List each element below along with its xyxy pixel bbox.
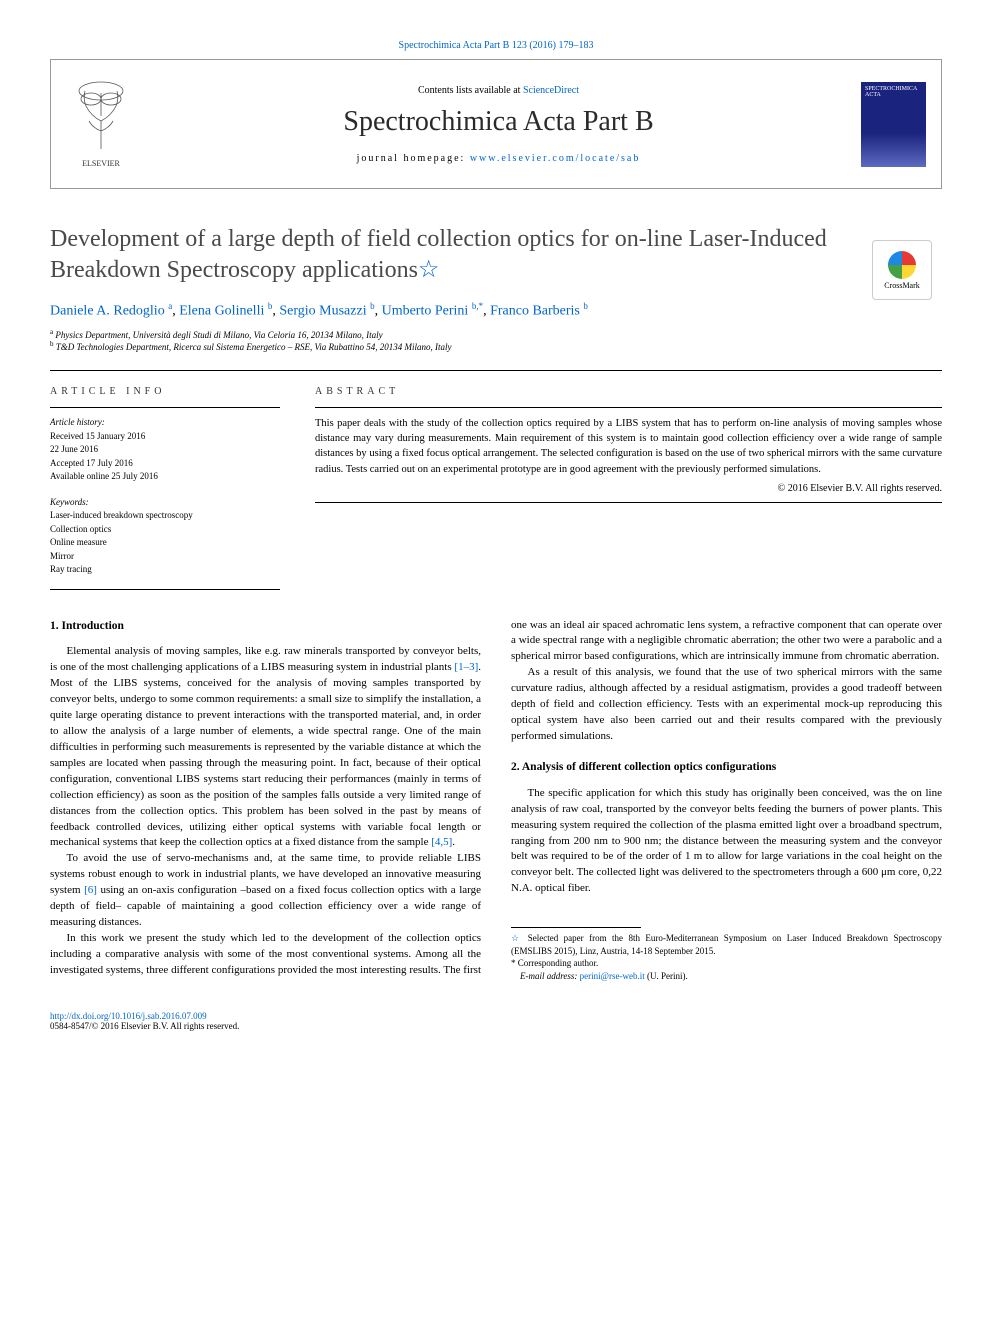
history-item: 22 June 2016 bbox=[50, 443, 280, 457]
article-history: Article history: Received 15 January 201… bbox=[50, 416, 280, 484]
cover-label: SPECTROCHIMICA ACTA bbox=[861, 82, 926, 102]
citation-ref[interactable]: [1–3] bbox=[454, 661, 478, 673]
title-star[interactable]: ☆ bbox=[418, 257, 440, 283]
affiliation-row: b T&D Technologies Department, Ricerca s… bbox=[50, 340, 942, 352]
footnote-star: ☆ Selected paper from the 8th Euro-Medit… bbox=[511, 932, 942, 957]
sciencedirect-link[interactable]: ScienceDirect bbox=[523, 85, 579, 96]
article-title: Development of a large depth of field co… bbox=[50, 224, 942, 286]
body-paragraph: As a result of this analysis, we found t… bbox=[511, 665, 942, 745]
history-label: Article history: bbox=[50, 416, 280, 430]
body-paragraph: Elemental analysis of moving samples, li… bbox=[50, 644, 481, 851]
footnote-email: E-mail address: perini@rse-web.it (U. Pe… bbox=[511, 970, 942, 983]
history-item: Received 15 January 2016 bbox=[50, 430, 280, 444]
elsevier-tree-icon bbox=[66, 81, 136, 159]
issn-copyright: 0584-8547/© 2016 Elsevier B.V. All right… bbox=[50, 1021, 942, 1031]
keyword: Laser-induced breakdown spectroscopy bbox=[50, 509, 280, 523]
citation-ref[interactable]: [6] bbox=[84, 884, 97, 896]
history-item: Accepted 17 July 2016 bbox=[50, 457, 280, 471]
affiliations: a Physics Department, Università degli S… bbox=[50, 328, 942, 352]
author-link[interactable]: Daniele A. Redoglio bbox=[50, 304, 165, 319]
email-suffix: (U. Perini). bbox=[645, 971, 688, 981]
keyword: Online measure bbox=[50, 536, 280, 550]
author-link[interactable]: Umberto Perini bbox=[382, 304, 469, 319]
abstract-column: ABSTRACT This paper deals with the study… bbox=[315, 386, 942, 590]
authors: Daniele A. Redoglio a, Elena Golinelli b… bbox=[50, 301, 942, 320]
keyword: Collection optics bbox=[50, 523, 280, 537]
history-item: Available online 25 July 2016 bbox=[50, 470, 280, 484]
abstract-label: ABSTRACT bbox=[315, 386, 942, 397]
top-citation: Spectrochimica Acta Part B 123 (2016) 17… bbox=[50, 40, 942, 51]
author-link[interactable]: Sergio Musazzi bbox=[279, 304, 366, 319]
crossmark-label: CrossMark bbox=[884, 281, 920, 290]
page-footer: http://dx.doi.org/10.1016/j.sab.2016.07.… bbox=[50, 1011, 942, 1031]
footnote-corresponding: * Corresponding author. bbox=[511, 957, 942, 970]
journal-cover: SPECTROCHIMICA ACTA bbox=[861, 82, 926, 167]
star-icon: ☆ bbox=[511, 933, 522, 943]
homepage-line: journal homepage: www.elsevier.com/locat… bbox=[136, 153, 861, 164]
section-heading: 2. Analysis of different collection opti… bbox=[511, 759, 942, 776]
elsevier-text: ELSEVIER bbox=[66, 159, 136, 168]
para-text: Elemental analysis of moving samples, li… bbox=[50, 645, 481, 673]
title-block: Development of a large depth of field co… bbox=[50, 224, 942, 352]
homepage-prefix: journal homepage: bbox=[357, 153, 470, 164]
crossmark-icon bbox=[888, 251, 916, 279]
keywords-label: Keywords: bbox=[50, 496, 280, 510]
section-heading: 1. Introduction bbox=[50, 618, 481, 635]
email-label: E-mail address: bbox=[520, 971, 580, 981]
divider bbox=[315, 502, 942, 503]
homepage-link[interactable]: www.elsevier.com/locate/sab bbox=[470, 153, 641, 164]
email-link[interactable]: perini@rse-web.it bbox=[580, 971, 645, 981]
author-aff: b bbox=[370, 301, 375, 311]
info-label: ARTICLE INFO bbox=[50, 386, 280, 397]
article-info-column: ARTICLE INFO Article history: Received 1… bbox=[50, 386, 280, 590]
journal-header: ELSEVIER Contents lists available at Sci… bbox=[50, 59, 942, 189]
header-center: Contents lists available at ScienceDirec… bbox=[136, 85, 861, 164]
crossmark-badge[interactable]: CrossMark bbox=[872, 240, 932, 300]
contents-prefix: Contents lists available at bbox=[418, 85, 523, 96]
para-text: using an on-axis configuration –based on… bbox=[50, 884, 481, 928]
para-text: . Most of the LIBS systems, conceived fo… bbox=[50, 661, 481, 848]
elsevier-logo: ELSEVIER bbox=[66, 81, 136, 168]
footnotes: ☆ Selected paper from the 8th Euro-Medit… bbox=[511, 932, 942, 982]
body-paragraph: The specific application for which this … bbox=[511, 786, 942, 898]
abstract-copyright: © 2016 Elsevier B.V. All rights reserved… bbox=[315, 483, 942, 494]
footnotes-rule bbox=[511, 927, 641, 928]
keyword: Mirror bbox=[50, 550, 280, 564]
aff-label: a bbox=[50, 328, 53, 336]
body-paragraph: To avoid the use of servo-mechanisms and… bbox=[50, 851, 481, 931]
contents-line: Contents lists available at ScienceDirec… bbox=[136, 85, 861, 96]
author-link[interactable]: Elena Golinelli bbox=[179, 304, 264, 319]
aff-text: Physics Department, Università degli Stu… bbox=[55, 330, 382, 340]
info-abstract-row: ARTICLE INFO Article history: Received 1… bbox=[50, 386, 942, 590]
keyword: Ray tracing bbox=[50, 563, 280, 577]
author-aff: b bbox=[583, 301, 588, 311]
divider bbox=[315, 407, 942, 408]
author-aff: b,* bbox=[472, 301, 483, 311]
divider bbox=[50, 370, 942, 371]
divider bbox=[50, 407, 280, 408]
citation-link[interactable]: Spectrochimica Acta Part B 123 (2016) 17… bbox=[399, 40, 594, 51]
author-aff: b bbox=[268, 301, 273, 311]
aff-text: T&D Technologies Department, Ricerca sul… bbox=[56, 342, 452, 352]
doi-link[interactable]: http://dx.doi.org/10.1016/j.sab.2016.07.… bbox=[50, 1011, 207, 1021]
aff-label: b bbox=[50, 340, 54, 348]
divider bbox=[50, 589, 280, 590]
abstract-text: This paper deals with the study of the c… bbox=[315, 416, 942, 477]
keywords-block: Keywords: Laser-induced breakdown spectr… bbox=[50, 496, 280, 577]
affiliation-row: a Physics Department, Università degli S… bbox=[50, 328, 942, 340]
journal-title: Spectrochimica Acta Part B bbox=[136, 106, 861, 138]
author-link[interactable]: Franco Barberis bbox=[490, 304, 580, 319]
footnote-text: Selected paper from the 8th Euro-Mediter… bbox=[511, 933, 942, 956]
page: Spectrochimica Acta Part B 123 (2016) 17… bbox=[0, 0, 992, 1071]
citation-ref[interactable]: [4,5] bbox=[431, 836, 452, 848]
para-text: . bbox=[452, 836, 455, 848]
author-aff: a bbox=[168, 301, 172, 311]
body-columns: 1. Introduction Elemental analysis of mo… bbox=[50, 618, 942, 983]
